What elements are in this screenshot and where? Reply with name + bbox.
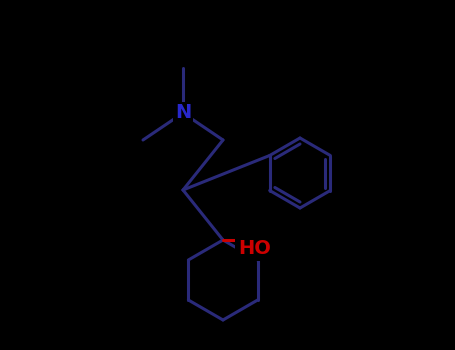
Text: HO: HO	[238, 238, 272, 258]
Text: N: N	[175, 104, 191, 122]
